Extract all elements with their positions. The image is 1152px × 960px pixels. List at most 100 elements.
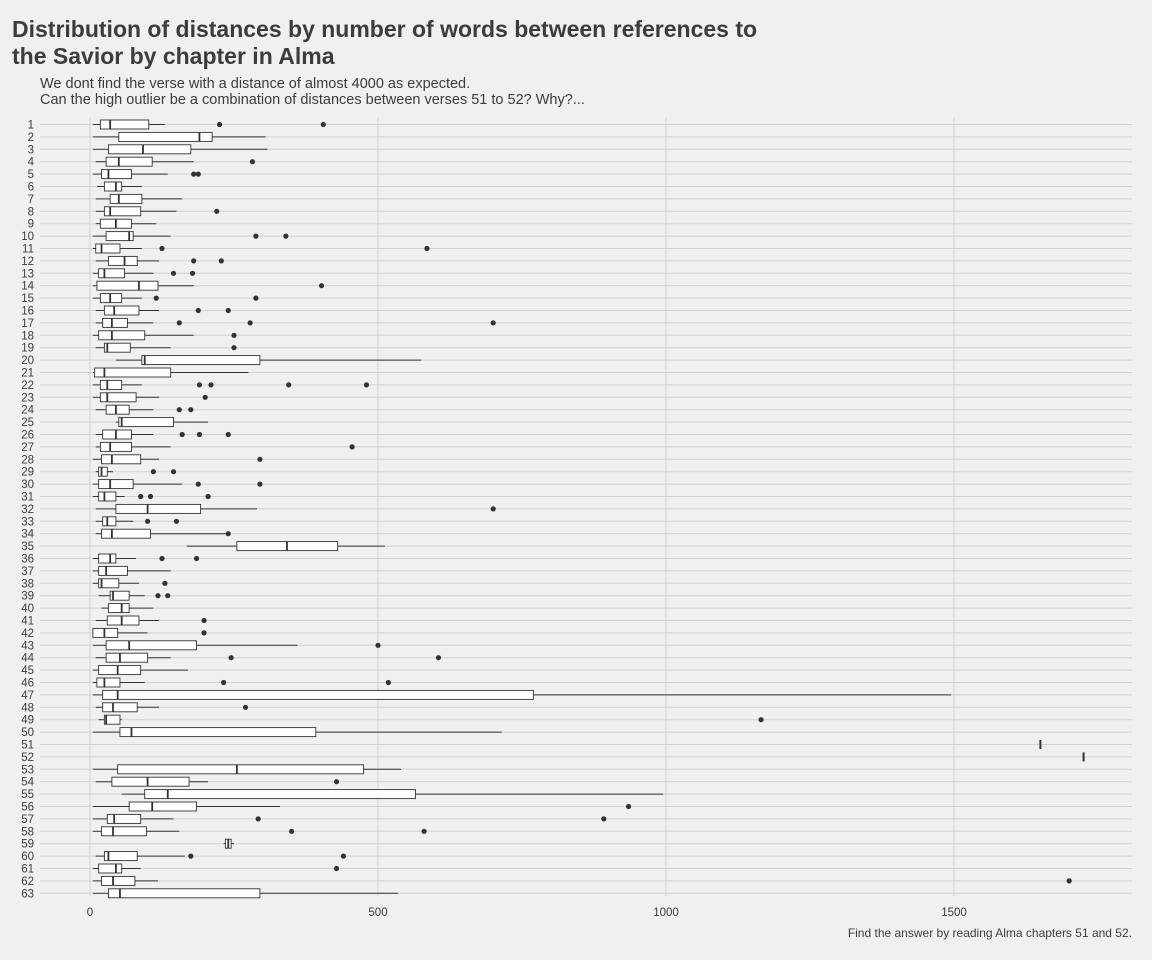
outlier-point (340, 853, 347, 859)
outlier-point (170, 270, 177, 276)
outlier-point (159, 555, 165, 562)
iqr-box (99, 392, 137, 403)
iqr-box (105, 652, 149, 663)
outlier-point (193, 555, 200, 562)
box-chapter-28 (92, 454, 263, 465)
y-tick-label: 41 (21, 616, 34, 628)
y-tick-label: 11 (22, 244, 34, 256)
iqr-box (115, 503, 202, 514)
iqr-box (103, 714, 121, 725)
y-tick-label: 46 (21, 678, 34, 690)
box-chapter-25 (115, 417, 209, 428)
box-chapter-55 (121, 789, 664, 800)
y-tick-label: 5 (28, 169, 34, 181)
box-chapter-21 (92, 367, 249, 378)
outlier-point (253, 295, 259, 301)
outlier-point (195, 481, 201, 487)
x-tick-label: 0 (87, 907, 93, 919)
outlier-point (155, 593, 161, 599)
y-tick-label: 16 (21, 306, 34, 318)
y-tick-label: 17 (21, 318, 34, 330)
y-tick-label: 57 (21, 814, 34, 826)
box-chapter-10 (92, 231, 289, 242)
boxes (92, 119, 1085, 899)
box-chapter-54 (95, 776, 340, 787)
outlier-point (225, 531, 231, 537)
y-tick-label: 58 (21, 826, 34, 838)
y-tick-label: 14 (21, 281, 34, 293)
y-tick-label: 36 (21, 554, 34, 566)
y-tick-label: 15 (21, 293, 34, 305)
box-chapter-32 (95, 503, 496, 514)
y-tick-label: 54 (21, 777, 34, 789)
box-chapter-4 (95, 156, 256, 167)
y-tick-label: 59 (21, 839, 34, 851)
iqr-box (141, 355, 261, 366)
outlier-point (247, 320, 253, 326)
y-tick-label: 8 (28, 206, 34, 218)
box-chapter-16 (95, 305, 231, 316)
iqr-box (109, 193, 143, 204)
box-chapter-63 (92, 888, 399, 899)
outlier-point (205, 493, 211, 500)
outlier-point (255, 816, 261, 822)
outlier-point (202, 394, 208, 400)
box-chapter-50 (92, 727, 502, 738)
y-tick-label: 4 (28, 157, 35, 169)
box-chapter-40 (101, 603, 154, 614)
outlier-point (421, 828, 427, 834)
x-tick-labels: 0 500 1000 1500 (87, 907, 967, 919)
outlier-point (231, 332, 237, 338)
box-chapter-34 (95, 528, 231, 539)
outlier-point (424, 245, 430, 252)
y-tick-label: 48 (21, 702, 34, 714)
box-chapter-56 (92, 801, 632, 812)
outlier-point (320, 121, 326, 128)
iqr-box (119, 727, 317, 738)
box-chapter-12 (95, 255, 224, 266)
y-tick-label: 20 (21, 355, 34, 367)
outlier-point (176, 320, 182, 326)
box-chapter-13 (92, 268, 196, 279)
box-chapter-26 (95, 429, 231, 440)
box-chapter-31 (92, 491, 211, 502)
iqr-box (103, 851, 138, 862)
y-tick-label: 37 (21, 566, 34, 578)
outlier-point (490, 506, 496, 512)
box-chapter-45 (92, 665, 188, 676)
x-tick-label: 1500 (941, 907, 967, 919)
iqr-box (106, 813, 142, 824)
y-tick-label: 50 (21, 727, 34, 739)
outlier-point (349, 444, 355, 450)
iqr-box (107, 255, 138, 266)
iqr-box (95, 243, 121, 254)
iqr-box (102, 317, 128, 328)
box-chapter-48 (95, 702, 249, 713)
box-chapter-36 (92, 553, 200, 564)
outlier-point (201, 617, 207, 624)
iqr-box (98, 565, 128, 576)
outlier-point (242, 704, 249, 710)
iqr-box (98, 479, 134, 490)
outlier-point (173, 518, 179, 524)
outlier-point (165, 593, 171, 599)
iqr-box (98, 665, 142, 676)
y-tick-label: 10 (21, 231, 34, 243)
iqr-box (96, 280, 159, 291)
iqr-box (107, 603, 130, 614)
outlier-point (318, 283, 325, 289)
y-tick-label: 32 (21, 504, 34, 516)
outlier-point (225, 307, 231, 314)
box-chapter-17 (95, 317, 496, 328)
iqr-box (117, 764, 365, 775)
iqr-box (102, 702, 138, 713)
y-tick-label: 43 (21, 640, 34, 652)
outlier-point (225, 431, 231, 438)
y-tick-label: 39 (21, 591, 34, 603)
iqr-box (103, 342, 131, 353)
iqr-box (103, 181, 123, 192)
outlier-point (145, 518, 151, 524)
box-chapter-41 (95, 615, 207, 626)
iqr-box (102, 516, 117, 527)
box-chapter-23 (92, 392, 208, 403)
